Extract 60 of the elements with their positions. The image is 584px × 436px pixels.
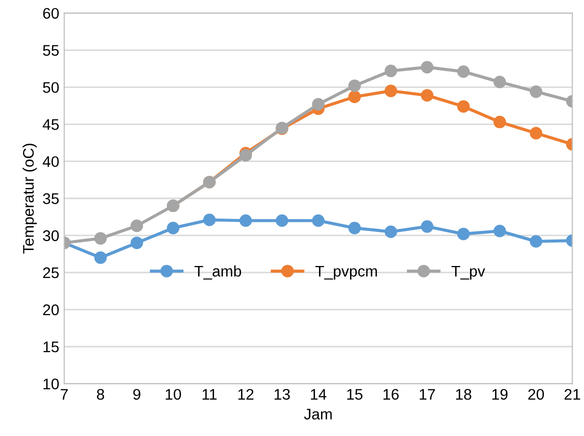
point: [312, 98, 325, 110]
legend-label: T_pvpcm: [315, 266, 377, 280]
x-tick-label: 13: [274, 388, 290, 400]
y-tick-label: 15: [44, 342, 59, 352]
point: [384, 64, 398, 78]
y-tick-label: 40: [42, 156, 59, 168]
y-tick-label: 55: [43, 45, 59, 56]
point: [493, 76, 506, 88]
point: [530, 235, 542, 248]
y-axis-title: Temperatur (oC): [22, 144, 37, 254]
point: [420, 220, 434, 233]
legend-label: T_amb: [194, 265, 242, 280]
y-tick-label: 30: [42, 230, 59, 242]
x-tick-label: 14: [310, 389, 326, 400]
point: [94, 251, 107, 264]
x-tick-label: 7: [60, 389, 68, 400]
point: [348, 79, 361, 92]
x-tick-label: 16: [384, 388, 399, 400]
y-tick-label: 45: [42, 119, 59, 130]
point: [457, 65, 470, 78]
y-tick-label: 25: [43, 267, 59, 278]
point: [130, 236, 144, 250]
y-tick-label: 35: [42, 193, 59, 204]
point: [493, 224, 506, 238]
x-tick-label: 10: [166, 388, 182, 400]
x-tick-label: 19: [492, 388, 508, 400]
point: [530, 126, 542, 140]
x-tick-label: 15: [347, 389, 362, 400]
y-tick-label: 20: [43, 304, 59, 316]
x-tick-label: 21: [564, 388, 580, 400]
point: [530, 85, 542, 98]
point: [130, 220, 144, 232]
point: [94, 232, 107, 245]
point: [276, 214, 288, 227]
point: [166, 222, 180, 234]
point: [457, 228, 470, 240]
point: [493, 116, 506, 128]
point: [239, 214, 252, 227]
point: [239, 149, 252, 162]
x-tick-label: 8: [96, 388, 104, 400]
x-tick-label: 20: [528, 388, 544, 400]
x-tick-label: 9: [133, 388, 140, 400]
legend-label: T_pv: [452, 266, 486, 280]
x-axis-title: Jam: [304, 408, 332, 420]
point: [348, 222, 361, 234]
point: [384, 84, 398, 98]
x-tick-label: 11: [202, 389, 217, 400]
y-tick-label: 50: [43, 82, 59, 93]
point: [203, 214, 216, 226]
x-tick-label: 18: [456, 388, 472, 400]
point: [420, 89, 434, 102]
x-tick-label: 17: [420, 389, 435, 400]
point: [457, 100, 470, 113]
point: [348, 90, 361, 104]
point: [384, 225, 398, 238]
point: [420, 60, 434, 74]
x-tick-label: 12: [238, 388, 254, 400]
y-tick-label: 10: [44, 378, 59, 390]
point: [312, 214, 325, 227]
y-tick-label: 60: [43, 8, 59, 19]
